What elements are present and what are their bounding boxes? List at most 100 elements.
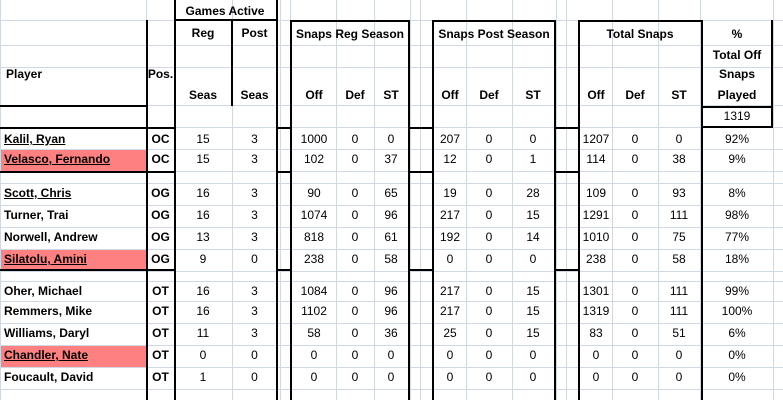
- reg-def: 0: [351, 208, 359, 222]
- post-def: 0: [485, 304, 493, 318]
- total-st: 0: [675, 132, 683, 146]
- post-def: 0: [485, 348, 493, 362]
- games-reg: 13: [196, 230, 210, 244]
- total-off: 238: [585, 252, 607, 266]
- total-off: 1207: [582, 132, 610, 146]
- post-off: 217: [439, 304, 461, 318]
- total-def: 0: [631, 132, 639, 146]
- snaps-reg-header: Snaps Reg Season: [295, 27, 405, 41]
- total-def: 0: [631, 304, 639, 318]
- total-st: 111: [669, 304, 689, 318]
- reg-st: 61: [384, 230, 398, 244]
- reg-def: 0: [351, 152, 359, 166]
- reg-off: 1000: [300, 132, 328, 146]
- games-reg: 15: [196, 152, 210, 166]
- total-off: 1301: [582, 284, 610, 298]
- highlight-fill: [1, 150, 146, 171]
- total-off: 1010: [582, 230, 610, 244]
- reg-off: 0: [310, 370, 318, 384]
- reg-st: 0: [387, 370, 395, 384]
- games-post: 3: [251, 152, 258, 166]
- def-header-1: Def: [345, 88, 365, 102]
- off-header-0: Off: [305, 88, 323, 102]
- post-def: 0: [485, 326, 493, 340]
- position: OG: [151, 252, 170, 266]
- post-off: 0: [446, 370, 454, 384]
- total-def: 0: [631, 152, 639, 166]
- post-off: 0: [446, 252, 454, 266]
- total-def: 0: [631, 230, 639, 244]
- post-off: 207: [439, 132, 461, 146]
- pct-played: 0%: [728, 348, 746, 362]
- reg-def: 0: [351, 132, 359, 146]
- games-post: 3: [251, 304, 258, 318]
- games-post: 0: [251, 370, 258, 384]
- total-off: 114: [586, 152, 606, 166]
- position: OC: [151, 132, 170, 146]
- post-def: 0: [485, 230, 493, 244]
- reg-off: 0: [310, 348, 318, 362]
- reg-st: 96: [384, 284, 398, 298]
- games-reg: 1: [199, 370, 207, 384]
- post-off: 217: [439, 284, 461, 298]
- reg-st: 58: [384, 252, 398, 266]
- post-st: 28: [526, 186, 540, 200]
- position: OT: [152, 326, 169, 340]
- games-reg: 16: [196, 186, 210, 200]
- games-post: 3: [251, 284, 258, 298]
- total-def: 0: [631, 252, 639, 266]
- position: OT: [152, 348, 169, 362]
- post-st: 0: [529, 348, 537, 362]
- player-name: Turner, Trai: [4, 208, 69, 222]
- post-st: 15: [526, 284, 540, 298]
- games-active-header: Games Active: [185, 4, 265, 18]
- reg-st: 0: [387, 348, 395, 362]
- games-reg: 16: [196, 304, 210, 318]
- post-st: 0: [529, 252, 537, 266]
- pct-played: 8%: [728, 186, 746, 200]
- reg-st: 65: [384, 186, 398, 200]
- total-def: 0: [631, 208, 639, 222]
- total-st: 93: [672, 186, 686, 200]
- reg-def: 0: [351, 304, 359, 318]
- total-st: 0: [675, 370, 683, 384]
- player-name: Silatolu, Amini: [4, 252, 87, 266]
- total-st: 38: [672, 152, 686, 166]
- total-st: 111: [669, 284, 689, 298]
- pos-header: Pos.: [147, 67, 174, 81]
- position: OC: [151, 152, 170, 166]
- total-off: 1319: [582, 304, 610, 318]
- games-reg: 16: [196, 208, 210, 222]
- total-st: 75: [672, 230, 686, 244]
- pct-played: 100%: [721, 304, 753, 318]
- reg-def: 0: [351, 186, 359, 200]
- pct-played: 99%: [724, 284, 750, 298]
- games-post: 0: [251, 348, 258, 362]
- total-off: 83: [589, 326, 603, 340]
- reg-def: 0: [351, 230, 359, 244]
- pct-played: 9%: [728, 152, 746, 166]
- post-st: 15: [526, 208, 540, 222]
- total-off: 109: [585, 186, 607, 200]
- total-off: 1291: [582, 208, 610, 222]
- def-header-7: Def: [625, 88, 645, 102]
- post-def: 0: [485, 132, 493, 146]
- player-name: Foucault, David: [4, 370, 94, 384]
- player-name: Chandler, Nate: [4, 348, 89, 362]
- snaps-header: Snaps: [718, 67, 755, 81]
- position: OG: [151, 208, 170, 222]
- reg-off: 58: [307, 326, 321, 340]
- player-name: Kalil, Ryan: [4, 132, 66, 146]
- pct-played: 0%: [728, 370, 746, 384]
- player-name: Remmers, Mike: [4, 304, 93, 318]
- post-st: 14: [526, 230, 540, 244]
- player-header: Player: [6, 67, 43, 81]
- position: OT: [152, 304, 169, 318]
- pct-played: 92%: [724, 132, 750, 146]
- player-name: Velasco, Fernando: [4, 152, 111, 166]
- games-reg: 9: [199, 252, 207, 266]
- games-reg: 0: [199, 348, 207, 362]
- st-header-5: ST: [525, 88, 541, 102]
- reg-st: 0: [387, 132, 395, 146]
- post-st: 0: [529, 132, 537, 146]
